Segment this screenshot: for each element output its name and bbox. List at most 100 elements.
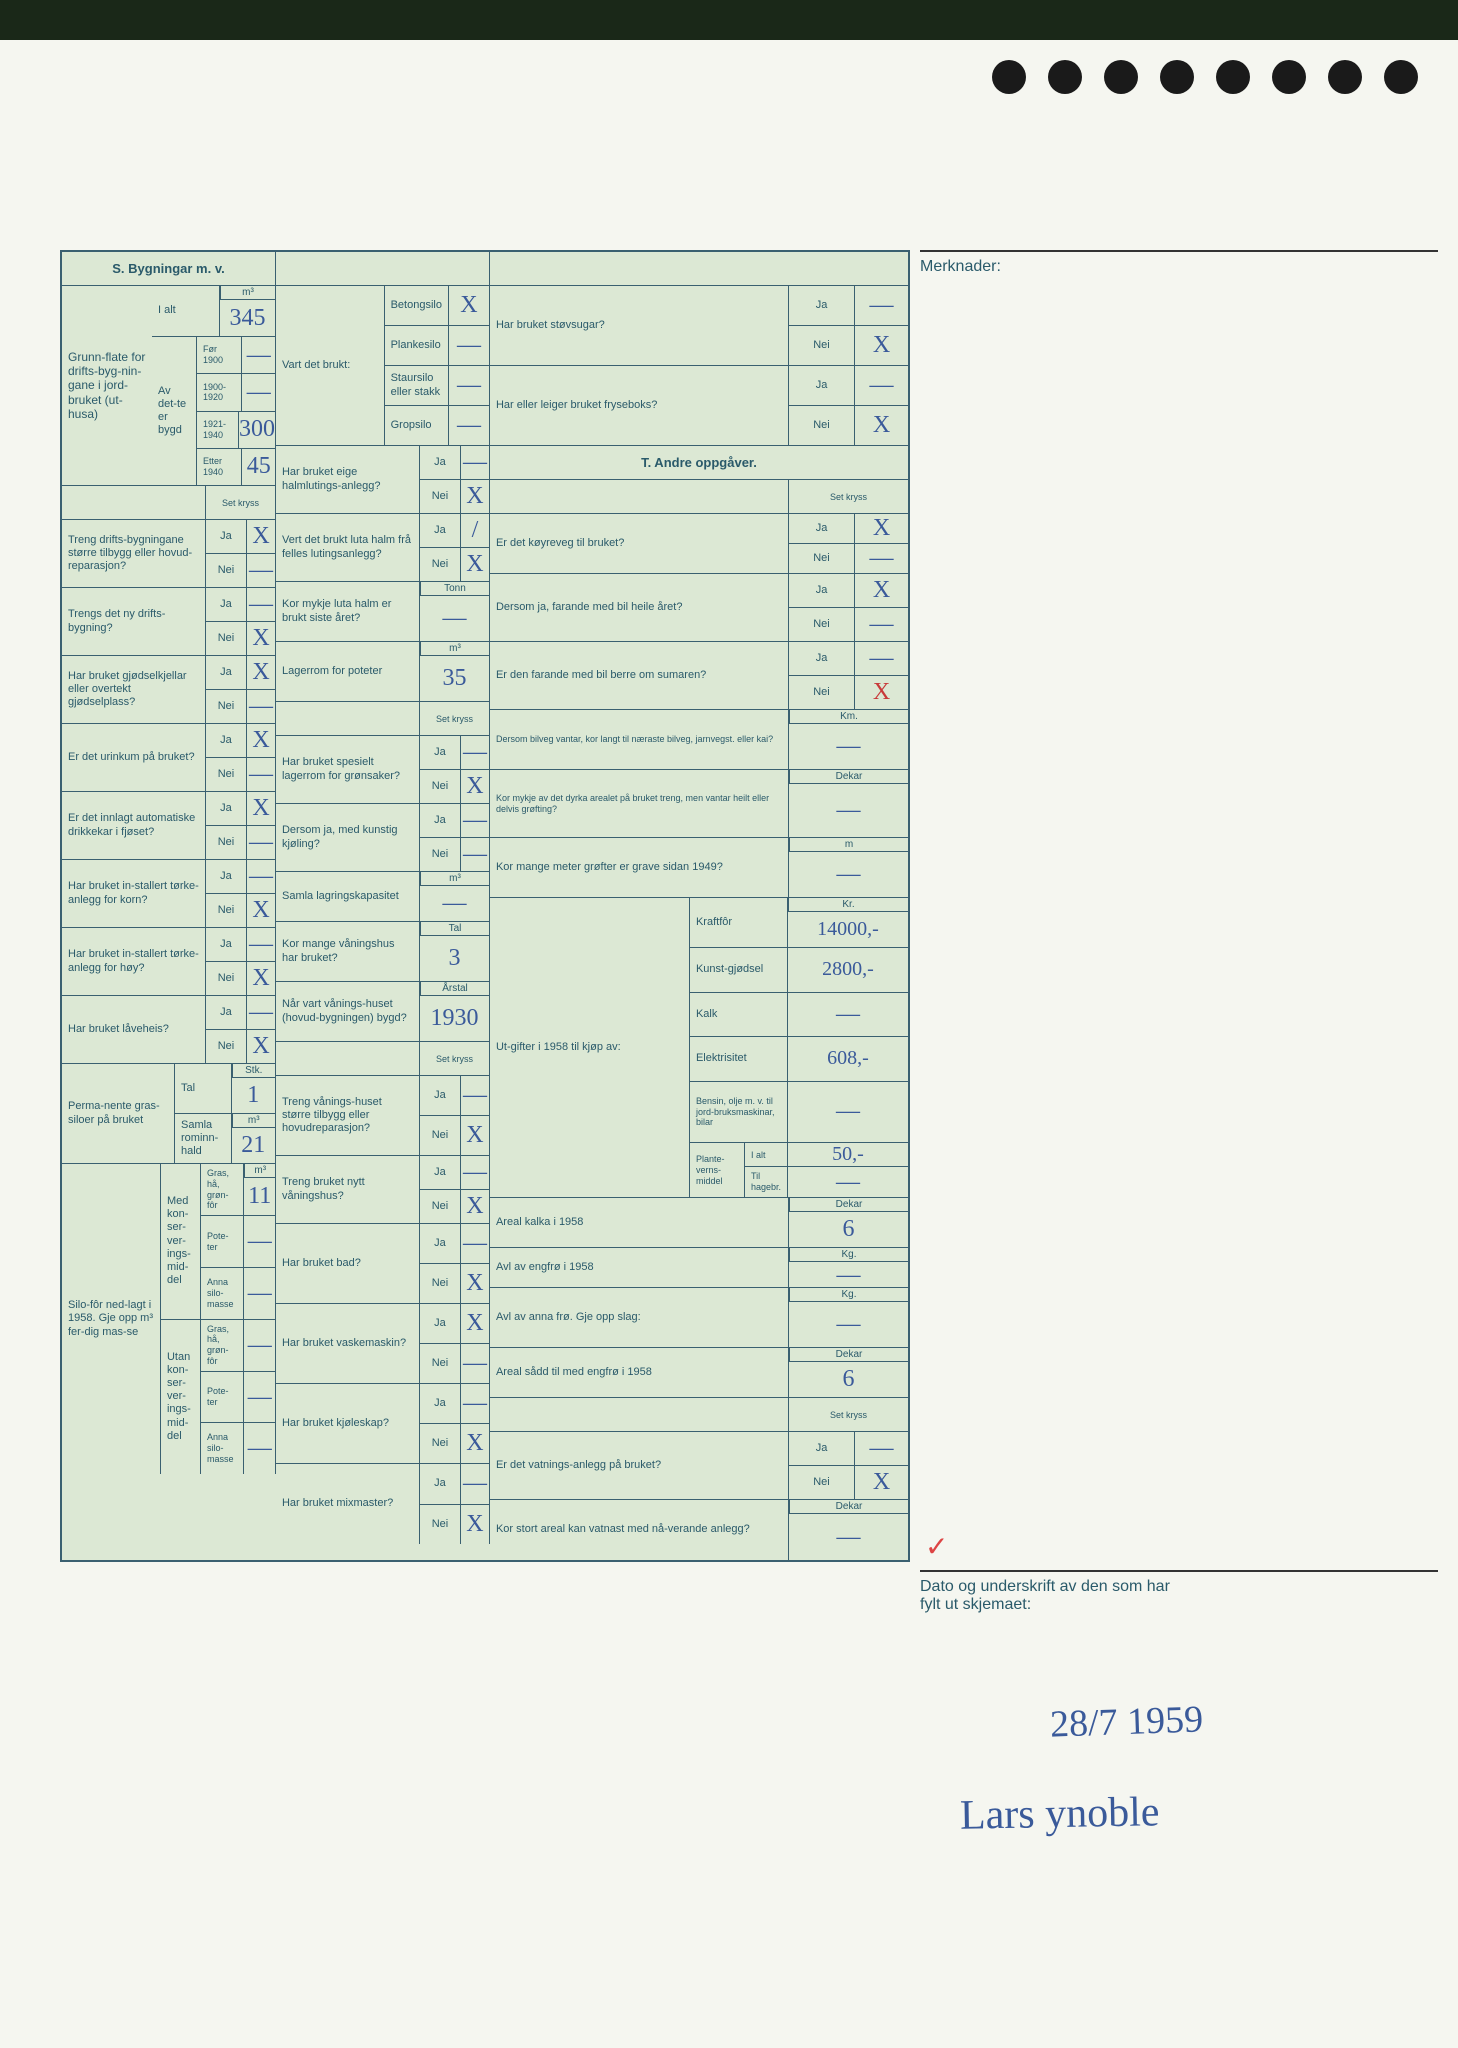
section-t-title: T. Andre oppgåver.: [490, 446, 908, 480]
ja-val: —: [460, 1464, 489, 1504]
nei-val: X: [246, 962, 275, 995]
utg-val: 14000,-: [788, 912, 908, 947]
silotype-label: Staursilo eller stakk: [385, 366, 449, 405]
silo-row-label: Pote-ter: [201, 1372, 245, 1423]
ja-val: X: [854, 574, 908, 607]
unit: Kg.: [789, 1288, 908, 1302]
utg-label: Bensin, olje m. v. til jord-bruksmaskina…: [690, 1082, 788, 1143]
ja-val: X: [246, 520, 275, 553]
ja-label: Ja: [206, 520, 246, 553]
setkryss-label: Set kryss: [419, 1042, 489, 1075]
silo-utan-val: —: [244, 1423, 275, 1474]
silo-row-label: Anna silo-masse: [201, 1423, 245, 1474]
ja-val: —: [460, 1384, 489, 1423]
q-label: Dersom ja, farande med bil heile året?: [490, 574, 788, 641]
unit: Km.: [789, 710, 908, 724]
avdette-label: Av det-te er bygd: [152, 337, 197, 485]
nei-val: X: [460, 770, 489, 803]
ialt-unit: m³: [220, 286, 275, 300]
nei-val: —: [460, 1344, 489, 1383]
silo-row-label: Gras, hå, grøn-fôr: [201, 1320, 245, 1371]
q-label: Har bruket låveheis?: [62, 996, 205, 1063]
spacer: [490, 252, 908, 286]
unit: Dekar: [789, 1198, 908, 1212]
q-label: Har bruket in-stallert tørke-anlegg for …: [62, 860, 205, 927]
nei-val: X: [460, 1116, 489, 1155]
unit: Tonn: [420, 582, 489, 596]
q-label: Trengs det ny drifts-bygning?: [62, 588, 205, 655]
q-label: Er det urinkum på bruket?: [62, 724, 205, 791]
nei-val: X: [246, 622, 275, 655]
q-label: Vert det brukt luta halm frå felles luti…: [276, 514, 419, 581]
ja-val: /: [460, 514, 489, 547]
punch-holes: [992, 60, 1418, 94]
setkryss-label: Set kryss: [788, 1398, 908, 1431]
nei-label: Nei: [206, 554, 246, 587]
utg-label: Elektrisitet: [690, 1037, 788, 1081]
form-col-2: Vart det brukt: BetongsiloX Plankesilo— …: [276, 252, 490, 1560]
plante-hagebr-val: —: [788, 1167, 908, 1197]
plante-label: Plante-verns-middel: [690, 1143, 745, 1197]
form-col-1: S. Bygningar m. v. Grunn-flate for drift…: [62, 252, 276, 1560]
unit: Dekar: [789, 770, 908, 784]
q-label: Har bruket bad?: [276, 1224, 419, 1303]
section-s-title: S. Bygningar m. v.: [62, 252, 276, 286]
ja-val: X: [246, 792, 275, 825]
perm-rom-val: 21: [232, 1128, 276, 1163]
ja-val: —: [854, 642, 908, 675]
silo-row-label: Pote-ter: [201, 1216, 245, 1267]
q-label: Kor mykje luta halm er brukt siste året?: [276, 582, 419, 641]
silotype-val: —: [449, 366, 489, 405]
unit: Dekar: [789, 1500, 908, 1514]
q-label: Kor mange meter grøfter er grave sidan 1…: [490, 838, 788, 897]
nei-val: X: [246, 1030, 275, 1063]
ja-val: X: [460, 1304, 489, 1343]
val: —: [789, 1302, 908, 1347]
ja-val: —: [246, 928, 275, 961]
q-label: Har bruket vaskemaskin?: [276, 1304, 419, 1383]
plante-ialt-val: 50,-: [788, 1143, 908, 1166]
silo-med-val: —: [244, 1216, 275, 1267]
silo-utan-val: —: [244, 1320, 275, 1371]
ja-val: —: [460, 1156, 489, 1189]
nei-val: X: [854, 406, 908, 445]
q-label: Areal kalka i 1958: [490, 1198, 788, 1247]
grunnflate-label: Grunn-flate for drifts-byg-nin-gane i jo…: [62, 286, 152, 485]
unit: Kg.: [789, 1248, 908, 1262]
unit: Årstal: [420, 982, 489, 996]
q-label: Lagerrom for poteter: [276, 642, 419, 701]
q-label: Areal sådd til med engfrø i 1958: [490, 1348, 788, 1397]
silotype-val: X: [449, 286, 489, 325]
silotype-label: Gropsilo: [385, 406, 449, 445]
period-val: —: [242, 337, 275, 373]
utgifter-block: Ut-gifter i 1958 til kjøp av: KraftfôrKr…: [490, 898, 908, 1198]
ja-val: —: [460, 446, 489, 479]
q-label: Er den farande med bil berre om sumaren?: [490, 642, 788, 709]
utg-label: Kunst-gjødsel: [690, 948, 788, 992]
nei-val: X: [854, 1466, 908, 1499]
signature-line: [920, 1570, 1438, 1572]
nei-val: X: [854, 326, 908, 365]
signature-label: Dato og underskrift av den som har fylt …: [920, 1578, 1180, 1614]
setkryss-hdr: Set kryss: [62, 486, 276, 520]
nei-val: X: [460, 1264, 489, 1303]
silofor-label: Silo-fôr ned-lagt i 1958. Gje opp m³ fer…: [62, 1164, 160, 1474]
val: 6: [789, 1212, 908, 1247]
silo-utan-label: Utan kon-ser-ver-ings-mid-del: [161, 1320, 201, 1475]
utg-label: Kalk: [690, 993, 788, 1037]
q-label: Har bruket støvsugar?: [490, 286, 788, 365]
perm-tal-unit: Stk.: [232, 1064, 276, 1078]
nei-val: —: [246, 554, 275, 587]
q-label: Dersom bilveg vantar, kor langt til næra…: [490, 710, 788, 769]
q-label: Kor stort areal kan vatnast med nå-veran…: [490, 1500, 788, 1560]
val: —: [420, 596, 489, 641]
nei-val: —: [246, 690, 275, 723]
period-label: 1921-1940: [197, 412, 239, 448]
nei-val: X: [460, 548, 489, 581]
silo-med-val: 11: [244, 1178, 275, 1215]
silofor-block: Silo-fôr ned-lagt i 1958. Gje opp m³ fer…: [62, 1164, 276, 1474]
unit: m³: [420, 872, 489, 886]
q-label: Treng vånings-huset større tilbygg eller…: [276, 1076, 419, 1155]
signature-name: Lars ynoble: [960, 1788, 1160, 1839]
period-label: Etter 1940: [197, 449, 243, 485]
